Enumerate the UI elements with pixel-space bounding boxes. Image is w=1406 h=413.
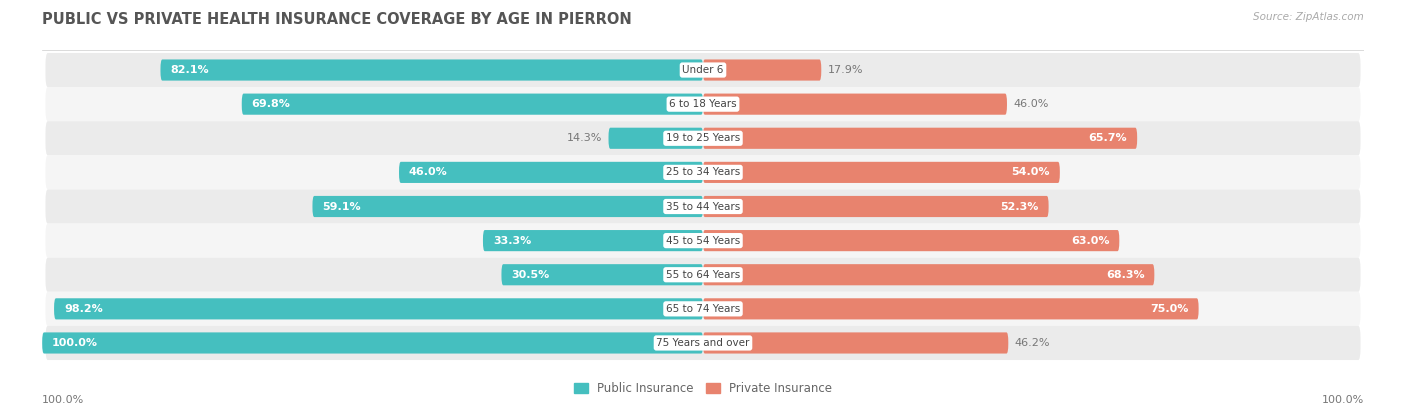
FancyBboxPatch shape xyxy=(703,332,1008,354)
FancyBboxPatch shape xyxy=(45,326,1361,360)
Text: 75 Years and over: 75 Years and over xyxy=(657,338,749,348)
Text: 59.1%: 59.1% xyxy=(322,202,361,211)
FancyBboxPatch shape xyxy=(703,298,1198,319)
Text: 46.0%: 46.0% xyxy=(409,167,447,177)
Text: Source: ZipAtlas.com: Source: ZipAtlas.com xyxy=(1253,12,1364,22)
FancyBboxPatch shape xyxy=(399,162,703,183)
Text: 14.3%: 14.3% xyxy=(567,133,602,143)
FancyBboxPatch shape xyxy=(45,87,1361,121)
Legend: Public Insurance, Private Insurance: Public Insurance, Private Insurance xyxy=(574,382,832,395)
Text: 63.0%: 63.0% xyxy=(1071,236,1109,246)
Text: 35 to 44 Years: 35 to 44 Years xyxy=(666,202,740,211)
Text: 75.0%: 75.0% xyxy=(1150,304,1188,314)
Text: 98.2%: 98.2% xyxy=(65,304,103,314)
Text: 68.3%: 68.3% xyxy=(1105,270,1144,280)
FancyBboxPatch shape xyxy=(703,128,1137,149)
Text: 19 to 25 Years: 19 to 25 Years xyxy=(666,133,740,143)
FancyBboxPatch shape xyxy=(242,94,703,115)
FancyBboxPatch shape xyxy=(502,264,703,285)
Text: 6 to 18 Years: 6 to 18 Years xyxy=(669,99,737,109)
Text: Under 6: Under 6 xyxy=(682,65,724,75)
FancyBboxPatch shape xyxy=(45,53,1361,87)
FancyBboxPatch shape xyxy=(42,332,703,354)
FancyBboxPatch shape xyxy=(45,155,1361,190)
Text: 46.2%: 46.2% xyxy=(1015,338,1050,348)
Text: 52.3%: 52.3% xyxy=(1000,202,1039,211)
Text: 82.1%: 82.1% xyxy=(170,65,209,75)
FancyBboxPatch shape xyxy=(53,298,703,319)
Text: 30.5%: 30.5% xyxy=(512,270,550,280)
Text: 46.0%: 46.0% xyxy=(1014,99,1049,109)
FancyBboxPatch shape xyxy=(45,258,1361,292)
FancyBboxPatch shape xyxy=(45,121,1361,155)
Text: 100.0%: 100.0% xyxy=(1322,395,1364,405)
FancyBboxPatch shape xyxy=(45,223,1361,258)
Text: 100.0%: 100.0% xyxy=(52,338,98,348)
FancyBboxPatch shape xyxy=(703,59,821,81)
Text: 45 to 54 Years: 45 to 54 Years xyxy=(666,236,740,246)
Text: 65.7%: 65.7% xyxy=(1088,133,1128,143)
FancyBboxPatch shape xyxy=(703,230,1119,251)
Text: 55 to 64 Years: 55 to 64 Years xyxy=(666,270,740,280)
FancyBboxPatch shape xyxy=(160,59,703,81)
Text: 17.9%: 17.9% xyxy=(828,65,863,75)
Text: 69.8%: 69.8% xyxy=(252,99,291,109)
Text: 33.3%: 33.3% xyxy=(494,236,531,246)
FancyBboxPatch shape xyxy=(312,196,703,217)
FancyBboxPatch shape xyxy=(703,264,1154,285)
FancyBboxPatch shape xyxy=(703,94,1007,115)
Text: 100.0%: 100.0% xyxy=(42,395,84,405)
Text: 25 to 34 Years: 25 to 34 Years xyxy=(666,167,740,177)
FancyBboxPatch shape xyxy=(703,196,1049,217)
FancyBboxPatch shape xyxy=(45,190,1361,223)
FancyBboxPatch shape xyxy=(703,162,1060,183)
Text: 65 to 74 Years: 65 to 74 Years xyxy=(666,304,740,314)
FancyBboxPatch shape xyxy=(609,128,703,149)
FancyBboxPatch shape xyxy=(482,230,703,251)
Text: PUBLIC VS PRIVATE HEALTH INSURANCE COVERAGE BY AGE IN PIERRON: PUBLIC VS PRIVATE HEALTH INSURANCE COVER… xyxy=(42,12,631,27)
FancyBboxPatch shape xyxy=(45,292,1361,326)
Text: 54.0%: 54.0% xyxy=(1011,167,1050,177)
